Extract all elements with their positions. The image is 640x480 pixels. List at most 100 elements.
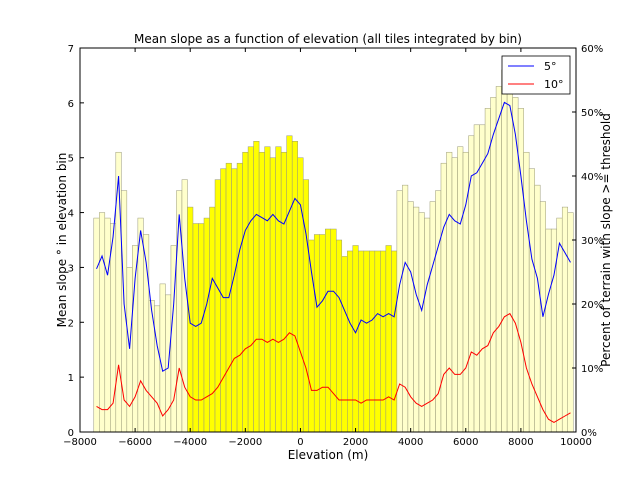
x-tick-label: −2000 [228,437,262,448]
y-tick-label: 5 [68,154,74,165]
bar [132,245,139,433]
y2-tick-label: 20% [581,300,603,311]
bar [424,217,431,433]
bar [192,223,199,433]
y2-tick-label: 50% [581,108,603,119]
bar [93,217,100,433]
y-tick-label: 7 [68,44,74,55]
bar [440,162,447,433]
bar [385,245,392,433]
series-line-10deg [96,312,571,423]
bar [247,146,254,433]
y2-axis-label: Percent of terrain with slope >= thresho… [599,113,613,367]
bar [253,141,260,433]
bar [258,151,265,433]
bar [313,234,320,433]
legend-label-5deg: 5° [544,60,557,73]
y2-tick-label: 60% [581,44,603,55]
bar [402,184,409,433]
bar [341,256,348,433]
bar [154,305,161,433]
bar [319,234,326,433]
bar [209,206,216,433]
bar [291,141,298,433]
bar [473,124,480,433]
bar [236,162,243,433]
bar [545,228,552,433]
x-axis-label: Elevation (m) [288,448,369,462]
y-tick-label: 3 [68,263,74,274]
bar [391,250,398,433]
y2-tick-label: 0% [581,428,597,439]
bar [380,250,387,433]
bar [517,108,524,433]
x-axis: −8000 −6000 −4000 −2000 0 2000 4000 6000 8000 100… [63,48,592,448]
bar [214,179,221,433]
bar [336,239,343,433]
bar [176,190,183,433]
bar [347,250,354,433]
y-tick-label: 4 [68,209,74,220]
bar [121,190,128,433]
y-tick-label: 0 [68,428,74,439]
bar [418,212,425,433]
y2-tick-label: 30% [581,236,603,247]
bar [528,168,535,433]
bar [99,212,106,433]
bar [490,97,497,433]
x-tick-label: −8000 [63,437,97,448]
bar [369,250,376,433]
y-axis-right: 0% 10% 20% 30% 40% 50% 60% [572,44,603,439]
bar [358,250,365,433]
bar [269,157,276,433]
bar [324,228,331,433]
bar [567,212,574,433]
bar [468,135,475,433]
bar [479,124,486,433]
bar [501,69,508,433]
bar [297,157,304,433]
bar [534,184,541,433]
bar [181,179,188,433]
legend-label-10deg: 10° [544,78,564,91]
y-axis-label: Mean slope ° in elevation bin [55,153,69,328]
x-tick-label: 10000 [560,437,592,448]
y-axis-left: 0 1 2 3 4 5 6 7 [68,44,84,439]
bar [451,157,458,433]
bar [396,190,403,433]
lines-layer [96,101,571,423]
bar [159,283,166,433]
y-tick-label: 2 [68,318,74,329]
bar [374,250,381,433]
bar [363,250,370,433]
y2-tick-label: 10% [581,364,603,375]
x-tick-label: 6000 [453,437,478,448]
bar [495,86,502,433]
bar [550,228,557,433]
bar [457,146,464,433]
bar [104,217,111,433]
bar [231,168,238,433]
chart-title: Mean slope as a function of elevation (a… [134,32,522,46]
x-tick-label: −4000 [173,437,207,448]
bar [220,168,227,433]
bar [203,217,210,433]
bar [561,206,568,433]
x-tick-label: 2000 [343,437,368,448]
x-tick-label: 8000 [508,437,533,448]
x-tick-label: −6000 [118,437,152,448]
x-tick-label: 0 [297,437,303,448]
bar [280,151,287,433]
bar [413,206,420,433]
bar [506,69,513,433]
bar [523,151,530,433]
y-tick-label: 1 [68,373,74,384]
bar [286,135,293,433]
bar [126,267,133,433]
x-tick-label: 4000 [398,437,423,448]
bar [242,151,249,433]
bar [330,228,337,433]
bar [275,146,282,433]
bar [352,245,359,433]
